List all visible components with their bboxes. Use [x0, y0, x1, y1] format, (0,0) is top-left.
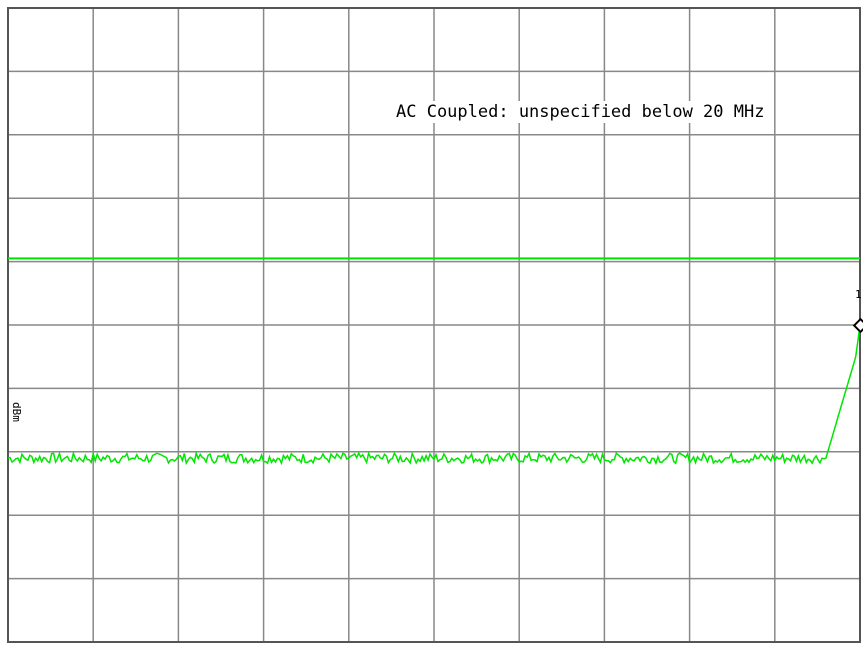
- side-axis-label: dBm: [10, 402, 23, 422]
- measurement-trace: [7, 324, 861, 466]
- marker-number-label: 1: [855, 288, 862, 301]
- marker-diamond-icon[interactable]: [852, 317, 863, 334]
- coupling-banner: AC Coupled: unspecified below 20 MHz: [394, 101, 767, 123]
- marker-1[interactable]: [852, 317, 863, 334]
